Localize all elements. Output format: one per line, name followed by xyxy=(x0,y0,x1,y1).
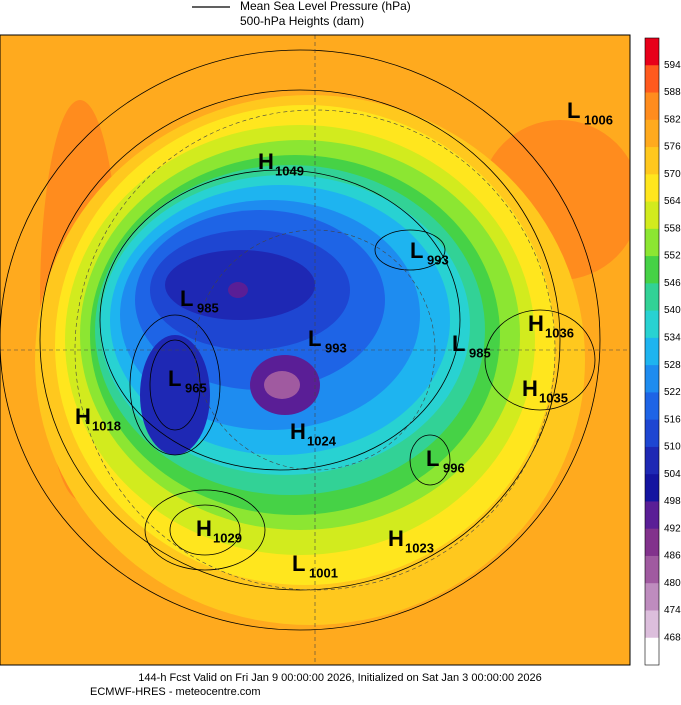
colorbar-swatch xyxy=(645,283,659,312)
footer-text: ECMWF-HRES - meteocentre.com xyxy=(90,686,261,698)
colorbar-label: 516 xyxy=(664,414,681,425)
center-value: 1023 xyxy=(405,540,434,555)
legend-text: 500-hPa Heights (dam) xyxy=(240,14,364,28)
colorbar: 594 588 582 576 570 564 558 552 546 540 534 528 522 5… xyxy=(644,37,681,666)
colorbar-label: 504 xyxy=(664,469,681,480)
center-letter: L xyxy=(410,238,423,263)
center-letter: H xyxy=(522,376,538,401)
colorbar-swatch xyxy=(645,201,659,230)
colorbar-swatch xyxy=(645,337,659,366)
center-value: 965 xyxy=(185,380,207,395)
map xyxy=(0,35,630,665)
colorbar-frame xyxy=(644,37,660,666)
colorbar-swatch xyxy=(645,637,659,666)
colorbar-label: 546 xyxy=(664,278,681,289)
center-value: 985 xyxy=(469,345,491,360)
center-value: 996 xyxy=(443,460,465,475)
center-letter: H xyxy=(528,311,544,336)
colorbar-swatch xyxy=(645,256,659,284)
colorbar-swatch xyxy=(645,365,659,393)
colorbar-label: 570 xyxy=(664,169,681,180)
center-letter: L xyxy=(308,326,321,351)
colorbar-label: 552 xyxy=(664,251,681,262)
colorbar-swatch xyxy=(645,119,659,148)
colorbar-label: 558 xyxy=(664,223,681,234)
colorbar-swatch xyxy=(645,310,659,339)
legend-text: Mean Sea Level Pressure (hPa) xyxy=(240,0,411,13)
colorbar-label: 486 xyxy=(664,551,681,562)
colorbar-swatch xyxy=(645,446,659,475)
footer-text: 144-h Fcst Valid on Fri Jan 9 00:00:00 2… xyxy=(138,672,541,684)
colorbar-swatch xyxy=(645,419,659,448)
center-letter: H xyxy=(196,516,212,541)
colorbar-label: 510 xyxy=(664,442,681,453)
colorbar-label: 582 xyxy=(664,114,681,125)
colorbar-swatch xyxy=(645,228,659,257)
colorbar-swatch xyxy=(645,392,659,421)
colorbar-label: 534 xyxy=(664,333,681,344)
colorbar-swatch xyxy=(645,92,659,121)
center-value: 985 xyxy=(197,300,219,315)
colorbar-label: 480 xyxy=(664,578,681,589)
colorbar-swatch xyxy=(645,65,659,94)
colorbar-swatch xyxy=(645,474,659,502)
colorbar-label: 498 xyxy=(664,496,681,507)
center-letter: H xyxy=(290,419,306,444)
center-letter: L xyxy=(426,446,439,471)
center-letter: H xyxy=(258,149,274,174)
center-letter: L xyxy=(452,331,465,356)
colorbar-swatch xyxy=(645,147,659,175)
colorbar-swatch xyxy=(645,583,659,611)
colorbar-swatch xyxy=(645,38,659,66)
colorbar-label: 594 xyxy=(664,60,681,71)
colorbar-label: 474 xyxy=(664,605,681,616)
center-letter: H xyxy=(388,526,404,551)
colorbar-label: 522 xyxy=(664,387,681,398)
center-letter: H xyxy=(75,404,91,429)
colorbar-swatch xyxy=(645,610,659,639)
colorbar-label: 492 xyxy=(664,523,681,534)
center-value: 1001 xyxy=(309,565,338,580)
colorbar-swatch xyxy=(645,555,659,584)
center-letter: L xyxy=(180,286,193,311)
center-value: 1036 xyxy=(545,325,574,340)
center-value: 1029 xyxy=(213,530,242,545)
colorbar-label: 540 xyxy=(664,305,681,316)
center-value: 1018 xyxy=(92,418,121,433)
center-letter: L xyxy=(292,551,305,576)
map-frame xyxy=(0,34,631,666)
colorbar-label: 528 xyxy=(664,360,681,371)
colorbar-label: 564 xyxy=(664,196,681,207)
center-value: 1024 xyxy=(307,433,337,448)
center-value: 1006 xyxy=(584,112,613,127)
colorbar-swatch xyxy=(645,174,659,203)
center-value: 1049 xyxy=(275,163,304,178)
center-letter: L xyxy=(567,98,580,123)
colorbar-label: 468 xyxy=(664,632,681,643)
colorbar-label: 588 xyxy=(664,87,681,98)
center-value: 993 xyxy=(325,340,347,355)
colorbar-swatch xyxy=(645,528,659,557)
colorbar-label: 576 xyxy=(664,142,681,153)
center-value: 1035 xyxy=(539,390,568,405)
center-letter: L xyxy=(168,366,181,391)
center-value: 993 xyxy=(427,252,449,267)
colorbar-swatch xyxy=(645,501,659,530)
